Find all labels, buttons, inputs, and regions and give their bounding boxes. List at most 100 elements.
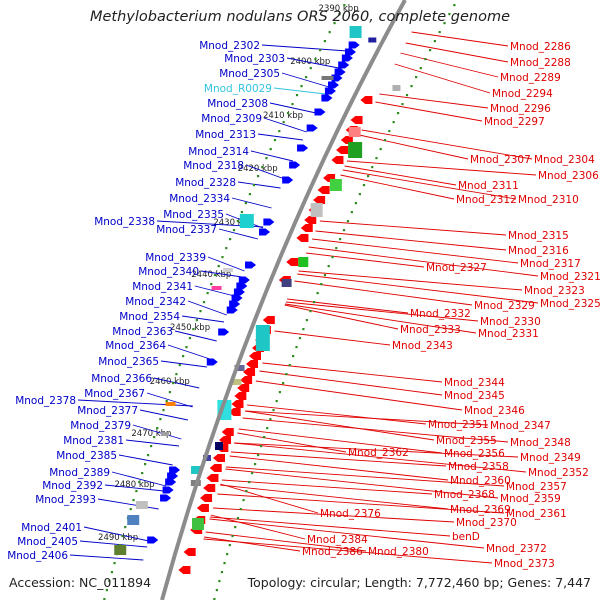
gene-label-reverse[interactable]: Mnod_2358	[448, 461, 509, 473]
gene-label-reverse[interactable]: Mnod_2310	[518, 194, 579, 206]
gene-label-reverse[interactable]: Mnod_2343	[392, 340, 453, 352]
gene-label-reverse[interactable]: Mnod_2369	[450, 504, 511, 516]
gene-label-reverse[interactable]: Mnod_2304	[534, 154, 595, 166]
gene-label-reverse[interactable]: Mnod_2348	[510, 437, 571, 449]
gene-label-forward[interactable]: Mnod_2303	[224, 53, 285, 65]
gene-label-forward[interactable]: Mnod_2334	[169, 193, 230, 205]
gene-label-forward[interactable]: Mnod_2379	[70, 420, 131, 432]
gene-label-reverse[interactable]: Mnod_2347	[490, 420, 551, 432]
gene-label-forward[interactable]: Mnod_2378	[15, 395, 76, 407]
gene-label-reverse[interactable]: Mnod_2317	[520, 258, 581, 270]
gene-label-forward[interactable]: Mnod_2385	[56, 450, 117, 462]
gene-label-reverse[interactable]: Mnod_2297	[484, 116, 545, 128]
gene-label-reverse[interactable]: Mnod_2361	[506, 508, 567, 520]
gene-label-forward[interactable]: Mnod_2338	[94, 216, 155, 228]
gene-label-forward[interactable]: Mnod_R0029	[204, 83, 272, 95]
tick-dot	[429, 49, 432, 52]
feature-box	[231, 379, 242, 385]
tick-dot	[245, 490, 248, 493]
leader-line	[220, 483, 319, 514]
gene-label-reverse[interactable]: Mnod_2370	[456, 517, 517, 529]
gene-label-forward[interactable]: Mnod_2393	[35, 494, 96, 506]
gene-label-forward[interactable]: Mnod_2337	[156, 224, 217, 236]
gene-label-reverse[interactable]: Mnod_2323	[524, 285, 585, 297]
gene-label-forward[interactable]: Mnod_2389	[49, 467, 110, 479]
gene-label-reverse[interactable]: Mnod_2333	[400, 324, 461, 336]
gene-label-forward[interactable]: Mnod_2406	[7, 550, 68, 562]
leader-line	[285, 301, 479, 322]
gene-label-reverse[interactable]: Mnod_2329	[474, 300, 535, 312]
gene-label-reverse[interactable]: Mnod_2373	[494, 558, 555, 570]
gene-label-reverse[interactable]: Mnod_2306	[538, 170, 599, 182]
leader-line	[79, 540, 148, 548]
gene-label-forward[interactable]: Mnod_2302	[199, 40, 260, 52]
gene-label-reverse[interactable]: Mnod_2359	[500, 493, 561, 505]
gene-label-reverse[interactable]: Mnod_2368	[434, 489, 495, 501]
gene-label-reverse[interactable]: Mnod_2351	[428, 419, 489, 431]
gene-label-reverse[interactable]: Mnod_2330	[480, 316, 541, 328]
gene-label-reverse[interactable]: Mnod_2380	[368, 546, 429, 558]
gene-label-forward[interactable]: Mnod_2340	[138, 266, 199, 278]
kbp-label: 2480 kbp	[114, 480, 154, 490]
gene-label-reverse[interactable]: Mnod_2327	[426, 262, 487, 274]
gene-label-reverse[interactable]: Mnod_2286	[510, 41, 571, 53]
gene-label-forward[interactable]: Mnod_2305	[219, 68, 280, 80]
tick-dot	[396, 112, 400, 115]
gene-label-forward[interactable]: Mnod_2405	[17, 536, 78, 548]
gene-label-forward[interactable]: Mnod_2363	[112, 326, 173, 338]
gene-label-reverse[interactable]: Mnod_2345	[444, 390, 505, 402]
gene-label-reverse[interactable]: benD	[452, 531, 480, 543]
gene-label-forward[interactable]: Mnod_2366	[91, 373, 152, 385]
gene-label-forward[interactable]: Mnod_2308	[207, 98, 268, 110]
leader-line	[263, 117, 307, 133]
gene-label-reverse[interactable]: Mnod_2331	[478, 328, 539, 340]
gene-label-reverse[interactable]: Mnod_2357	[506, 481, 567, 493]
gene-label-reverse[interactable]: Mnod_2356	[444, 448, 505, 460]
gene-label-reverse[interactable]: Mnod_2315	[508, 230, 569, 242]
gene-label-reverse[interactable]: Mnod_2312	[456, 194, 517, 206]
gene-label-reverse[interactable]: Mnod_2307	[470, 154, 531, 166]
gene-label-reverse[interactable]: Mnod_2316	[508, 245, 569, 257]
gene-label-reverse[interactable]: Mnod_2311	[458, 180, 519, 192]
gene-label-reverse[interactable]: Mnod_2296	[490, 103, 551, 115]
gene-label-forward[interactable]: Mnod_2367	[84, 388, 145, 400]
gene-label-forward[interactable]: Mnod_2339	[145, 252, 206, 264]
gene-label-forward[interactable]: Mnod_2341	[132, 281, 193, 293]
gene-label-forward[interactable]: Mnod_2335	[163, 209, 224, 221]
gene-label-forward[interactable]: Mnod_2328	[175, 177, 236, 189]
gene-label-reverse[interactable]: Mnod_2332	[410, 308, 471, 320]
gene-label-forward[interactable]: Mnod_2377	[77, 405, 138, 417]
gene-label-reverse[interactable]: Mnod_2376	[320, 508, 381, 520]
gene-label-reverse[interactable]: Mnod_2294	[492, 88, 553, 100]
gene-label-reverse[interactable]: Mnod_2289	[500, 72, 561, 84]
gene-label-reverse[interactable]: Mnod_2386	[302, 546, 363, 558]
gene-label-reverse[interactable]: Mnod_2346	[464, 405, 525, 417]
gene-label-forward[interactable]: Mnod_2364	[105, 340, 166, 352]
gene-label-reverse[interactable]: Mnod_2288	[510, 57, 571, 69]
forward-feature	[160, 494, 172, 502]
gene-label-forward[interactable]: Mnod_2381	[63, 435, 124, 447]
feature-box	[165, 402, 176, 406]
gene-label-reverse[interactable]: Mnod_2384	[307, 534, 368, 546]
gene-label-forward[interactable]: Mnod_2309	[201, 113, 262, 125]
gene-label-reverse[interactable]: Mnod_2344	[444, 377, 505, 389]
gene-label-reverse[interactable]: Mnod_2352	[528, 467, 589, 479]
gene-label-reverse[interactable]: Mnod_2355	[436, 435, 497, 447]
gene-label-forward[interactable]: Mnod_2365	[98, 356, 159, 368]
gene-label-forward[interactable]: Mnod_2401	[21, 522, 82, 534]
gene-label-reverse[interactable]: Mnod_2325	[540, 298, 600, 310]
gene-label-forward[interactable]: Mnod_2318	[183, 160, 244, 172]
gene-label-reverse[interactable]: Mnod_2372	[486, 543, 547, 555]
gene-label-forward[interactable]: Mnod_2342	[125, 296, 186, 308]
tick-dot	[135, 490, 138, 493]
gene-label-forward[interactable]: Mnod_2313	[195, 129, 256, 141]
gene-label-forward[interactable]: Mnod_2392	[42, 480, 103, 492]
gene-label-forward[interactable]: Mnod_2354	[119, 311, 180, 323]
gene-label-reverse[interactable]: Mnod_2360	[450, 475, 511, 487]
leader-line	[311, 238, 519, 264]
gene-label-reverse[interactable]: Mnod_2321	[540, 271, 600, 283]
gene-label-reverse[interactable]: Mnod_2362	[348, 447, 409, 459]
gene-label-forward[interactable]: Mnod_2314	[188, 146, 249, 158]
gene-label-reverse[interactable]: Mnod_2349	[520, 452, 581, 464]
